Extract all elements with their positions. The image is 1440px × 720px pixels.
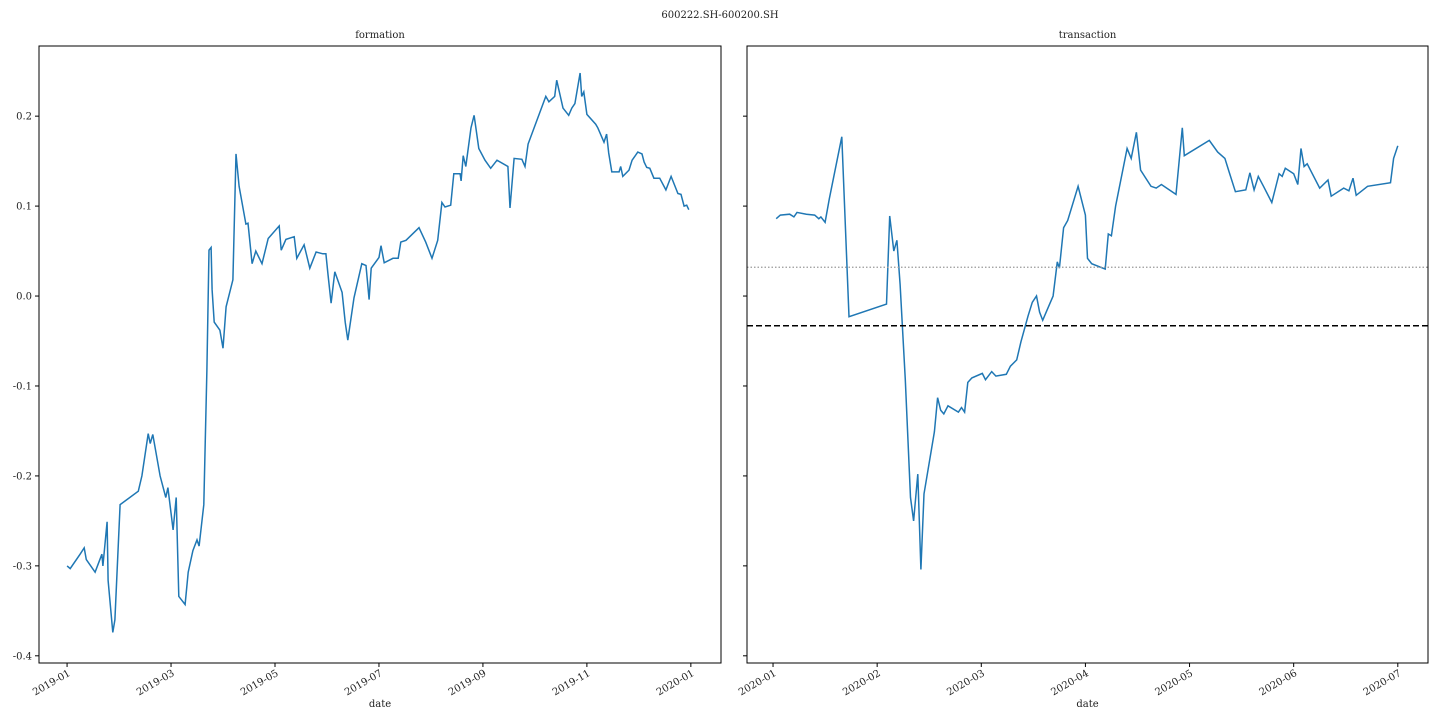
y-tick-label: 0.2 xyxy=(16,112,32,123)
x-tick-label: 2020-06 xyxy=(1258,668,1299,698)
plot-frame xyxy=(746,45,1429,664)
plot-frame xyxy=(38,45,722,664)
data-line xyxy=(66,72,690,633)
y-tick-label: -0.3 xyxy=(13,561,32,572)
figure-title: 600222.SH-600200.SH xyxy=(661,10,779,21)
y-tick-label: -0.4 xyxy=(13,651,32,662)
subplot-title: formation xyxy=(355,30,405,41)
y-tick-label: -0.1 xyxy=(13,381,32,392)
x-axis-label: date xyxy=(369,699,391,710)
x-tick-label: 2020-05 xyxy=(1154,668,1195,698)
data-line xyxy=(775,127,1399,570)
x-tick-label: 2019-07 xyxy=(343,668,384,698)
x-tick-label: 2020-03 xyxy=(945,668,986,698)
x-axis-label: date xyxy=(1076,699,1098,710)
x-tick-label: 2019-03 xyxy=(135,668,176,698)
y-tick-label: -0.2 xyxy=(13,471,32,482)
x-tick-label: 2020-04 xyxy=(1049,668,1090,698)
x-tick-label: 2020-01 xyxy=(655,668,696,698)
x-tick-label: 2020-07 xyxy=(1362,668,1403,698)
x-tick-label: 2020-02 xyxy=(841,668,882,698)
x-tick-label: 2020-01 xyxy=(737,668,778,698)
y-tick-label: 0.0 xyxy=(16,292,32,303)
subplot-title: transaction xyxy=(1059,30,1117,41)
x-tick-label: 2019-11 xyxy=(551,668,592,698)
x-tick-label: 2019-01 xyxy=(31,668,72,698)
x-tick-label: 2019-05 xyxy=(239,668,280,698)
y-tick-label: 0.1 xyxy=(16,202,32,213)
x-tick-label: 2019-09 xyxy=(447,668,488,698)
